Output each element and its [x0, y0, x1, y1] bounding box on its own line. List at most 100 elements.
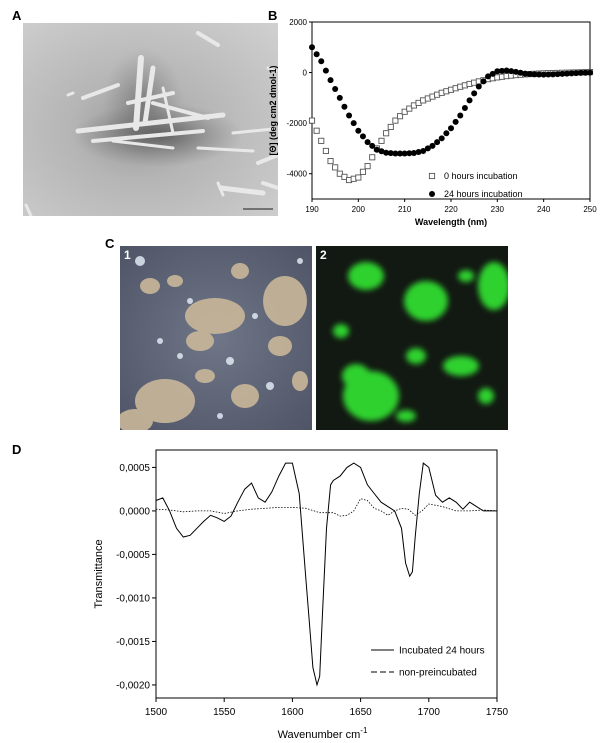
x-tick-label: 1650 [349, 707, 372, 718]
data-point-24h [540, 71, 547, 78]
data-point-0h [322, 147, 329, 155]
data-point-0h [369, 154, 376, 161]
data-point-24h [346, 112, 353, 119]
data-point-24h [494, 68, 501, 75]
series-line-non-preincubated [155, 498, 498, 517]
data-point-24h [457, 112, 464, 119]
data-point-0h [318, 137, 325, 144]
legend-label-non-preincubated: non-preincubated [399, 668, 477, 679]
legend-label-24h: 24 hours incubation [444, 189, 523, 199]
data-point-24h [568, 70, 575, 77]
data-point-24h [378, 148, 385, 155]
x-tick-label: 220 [444, 205, 458, 214]
x-tick-label: 240 [537, 205, 551, 214]
data-point-24h [549, 71, 556, 78]
data-point-24h [406, 150, 413, 157]
data-point-24h [364, 139, 371, 146]
data-point-24h [401, 150, 408, 157]
brightfield-micrograph: 1 [120, 246, 312, 430]
data-point-24h [350, 120, 357, 127]
x-axis-label: Wavelength (nm) [415, 217, 487, 227]
data-point-0h [387, 123, 394, 130]
micrograph-label-1: 1 [124, 248, 131, 262]
data-point-24h [531, 71, 538, 78]
data-point-0h [341, 173, 348, 180]
data-point-24h [503, 67, 510, 74]
ir-spectrum-chart: 1500 1550 1600 1650 1700 1750 0,0005 0,0000 -0,0… [93, 449, 509, 741]
data-point-24h [475, 83, 482, 90]
legend-label-0h: 0 hours incubation [444, 171, 518, 181]
data-point-24h [336, 94, 343, 101]
x-tick-label: 1550 [213, 707, 236, 718]
data-point-24h [522, 70, 529, 77]
data-point-24h [517, 69, 524, 76]
x-tick-label: 200 [352, 205, 366, 214]
micrograph-label-2: 2 [320, 248, 327, 262]
data-point-24h [322, 67, 329, 74]
y-tick-label: -4000 [287, 170, 308, 179]
y-tick-label: -0,0005 [116, 550, 150, 561]
data-point-24h [429, 142, 436, 149]
data-point-24h [545, 71, 552, 78]
data-point-24h [448, 125, 454, 132]
data-point-24h [471, 90, 478, 97]
y-tick-label: 0,0005 [119, 463, 150, 474]
x-tick-label: 1700 [418, 707, 441, 718]
data-point-24h [563, 70, 570, 77]
data-point-24h [461, 104, 468, 111]
data-point-24h [480, 78, 487, 85]
data-point-24h [559, 70, 566, 77]
data-point-24h [313, 51, 320, 58]
data-point-24h [410, 149, 417, 156]
y-tick-label: -0,0010 [116, 593, 150, 604]
data-point-0h [392, 117, 399, 124]
data-point-24h [452, 118, 459, 125]
data-point-24h [577, 69, 584, 76]
data-point-24h [498, 67, 505, 74]
y-tick-label: 0 [303, 69, 308, 78]
data-point-24h [318, 58, 325, 65]
data-point-24h [434, 139, 441, 146]
x-tick-label: 190 [305, 205, 319, 214]
panel-label-c: C [105, 236, 115, 251]
data-point-24h [587, 69, 593, 76]
data-point-0h [313, 127, 320, 134]
x-tick-label: 210 [398, 205, 412, 214]
data-point-0h [336, 170, 343, 177]
data-point-24h [341, 103, 348, 110]
data-point-24h [327, 77, 334, 84]
y-axis-label: Transmittance [93, 539, 105, 608]
data-point-0h [332, 164, 339, 171]
data-point-0h [327, 158, 334, 165]
y-tick-label: -0,0020 [116, 680, 150, 691]
data-point-24h [387, 150, 394, 157]
data-point-24h [526, 70, 533, 77]
data-point-24h [466, 97, 473, 104]
x-axis-label: Wavenumber cm-1 [278, 726, 368, 741]
x-tick-label: 1500 [145, 707, 168, 718]
series-line-incubated [155, 462, 497, 687]
x-tick-label: 250 [583, 205, 597, 214]
data-point-24h [309, 44, 315, 51]
data-point-0h [396, 113, 404, 120]
legend-marker-24h [429, 191, 435, 197]
y-tick-label: -0,0015 [116, 637, 150, 648]
data-point-24h [424, 145, 431, 152]
data-point-0h [383, 130, 390, 137]
data-point-24h [573, 70, 580, 77]
data-point-24h [420, 147, 427, 154]
data-point-24h [383, 149, 390, 156]
panel-label-d: D [12, 442, 22, 457]
panel-label-b: B [268, 8, 278, 23]
x-axis-label-superscript: -1 [360, 726, 368, 735]
data-point-24h [392, 150, 399, 157]
data-point-0h [359, 168, 367, 175]
y-tick-label: 2000 [289, 18, 307, 27]
data-point-24h [512, 68, 519, 75]
data-point-24h [415, 148, 422, 155]
data-point-24h [485, 73, 492, 80]
x-tick-label: 230 [491, 205, 505, 214]
legend-marker-0h [428, 172, 436, 180]
data-point-24h [359, 133, 366, 140]
x-axis-label-text: Wavenumber cm [278, 729, 361, 741]
